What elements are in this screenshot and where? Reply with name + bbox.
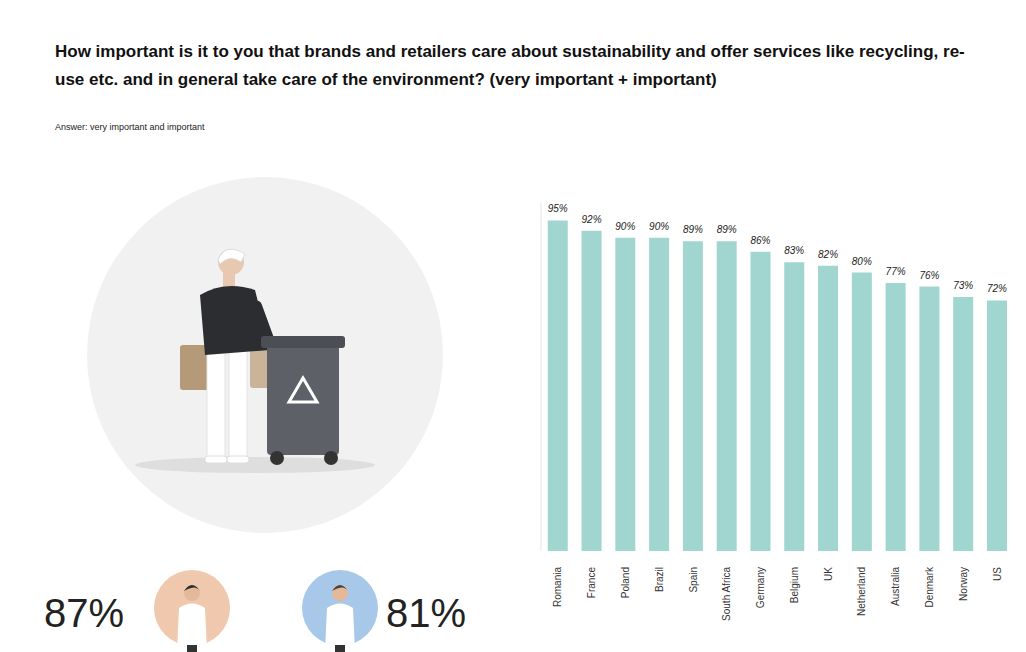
svg-text:83%: 83%	[784, 245, 804, 256]
svg-text:Romania: Romania	[552, 567, 563, 607]
svg-text:Germany: Germany	[755, 567, 766, 608]
svg-text:89%: 89%	[717, 224, 737, 235]
svg-text:89%: 89%	[683, 224, 703, 235]
svg-text:Brazil: Brazil	[654, 567, 665, 592]
svg-text:73%: 73%	[953, 280, 973, 291]
svg-text:82%: 82%	[818, 249, 838, 260]
html-text:Answer: very important and imp: Answer: very important and important	[55, 122, 205, 132]
svg-text:86%: 86%	[750, 235, 770, 246]
svg-text:Australia: Australia	[890, 567, 901, 606]
html-text:81%: 81%	[386, 591, 467, 635]
svg-text:Netherland: Netherland	[856, 567, 867, 616]
svg-text:Spain: Spain	[688, 567, 699, 593]
svg-text:92%: 92%	[582, 214, 602, 225]
svg-text:South Africa: South Africa	[721, 567, 732, 621]
html-text:How important is it to you tha: How important is it to you that brands a…	[55, 42, 965, 89]
svg-text:77%: 77%	[886, 266, 906, 277]
svg-text:76%: 76%	[919, 270, 939, 281]
svg-text:90%: 90%	[649, 221, 669, 232]
svg-text:Norway: Norway	[958, 567, 969, 601]
svg-text:80%: 80%	[852, 256, 872, 267]
svg-text:95%: 95%	[548, 203, 568, 214]
svg-text:90%: 90%	[615, 221, 635, 232]
svg-text:Belgium: Belgium	[789, 567, 800, 603]
html-text:87%: 87%	[44, 591, 125, 635]
svg-text:US: US	[992, 567, 1003, 581]
svg-text:Denmark: Denmark	[924, 566, 935, 608]
svg-text:72%: 72%	[987, 283, 1007, 294]
svg-text:UK: UK	[823, 567, 834, 581]
svg-text:Poland: Poland	[620, 567, 631, 598]
svg-text:France: France	[586, 567, 597, 599]
